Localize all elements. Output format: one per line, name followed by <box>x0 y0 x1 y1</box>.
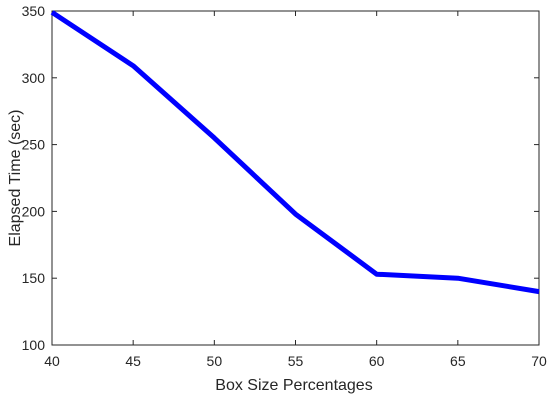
x-tick-label: 55 <box>288 353 304 369</box>
y-tick-label: 300 <box>22 70 46 86</box>
x-tick-label: 50 <box>207 353 223 369</box>
x-tick-label: 65 <box>450 353 466 369</box>
y-tick-label: 150 <box>22 270 46 286</box>
y-tick-label: 250 <box>22 137 46 153</box>
x-tick-label: 70 <box>531 353 547 369</box>
y-axis-ticks: 100 150 200 250 300 350 <box>22 3 539 353</box>
x-axis-ticks: 40 45 50 55 60 65 70 <box>44 11 547 369</box>
x-tick-label: 60 <box>369 353 385 369</box>
y-tick-label: 350 <box>22 3 46 19</box>
x-tick-label: 40 <box>44 353 60 369</box>
y-tick-label: 100 <box>22 337 46 353</box>
y-tick-label: 200 <box>22 203 46 219</box>
x-axis-label: Box Size Percentages <box>215 377 372 394</box>
x-tick-label: 45 <box>125 353 141 369</box>
series-layer <box>50 10 540 295</box>
y-axis-label: Elapsed Time (sec) <box>7 110 24 247</box>
